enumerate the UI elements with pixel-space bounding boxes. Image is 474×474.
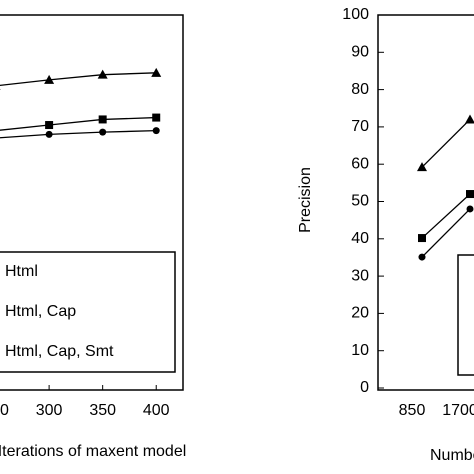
series-line: [0, 129, 157, 139]
y-tick-label: 40: [351, 230, 369, 247]
marker: [466, 190, 474, 199]
y-tick-label: 80: [351, 81, 369, 98]
series-line: [421, 118, 471, 168]
y-tick-label: 70: [351, 118, 369, 135]
x-tick-label: 350: [89, 402, 116, 419]
legend-box: [0, 251, 176, 373]
marker: [99, 128, 107, 136]
marker: [152, 127, 160, 135]
marker: [45, 121, 54, 130]
legend-label: Html: [5, 263, 38, 280]
x-tick-label: 250: [0, 402, 9, 419]
y-tick-label: 20: [351, 305, 369, 322]
y-tick-label: 50: [351, 193, 369, 210]
x-tick-label: 400: [143, 402, 170, 419]
legend-box: [457, 254, 474, 376]
marker: [0, 88, 1, 90]
x-axis-label: Number: [430, 447, 474, 464]
marker: [152, 113, 161, 122]
y-tick-label: 100: [342, 6, 369, 23]
marker: [98, 115, 107, 124]
legend-label: Html, Cap: [5, 303, 76, 320]
marker: [417, 162, 427, 172]
x-tick-label: 300: [36, 402, 63, 419]
marker: [97, 69, 108, 79]
plot-frame: [0, 14, 184, 391]
legend-label: Html, Cap, Smt: [5, 343, 114, 360]
plot-frame: [377, 14, 474, 391]
marker: [151, 67, 162, 77]
x-axis-label: Iterations of maxent model: [0, 443, 186, 460]
x-tick-label: 1700: [442, 402, 474, 419]
y-tick-label: 10: [351, 342, 369, 359]
series-line: [421, 193, 471, 239]
marker: [44, 74, 55, 84]
y-axis-label: Precision: [297, 167, 314, 233]
marker: [465, 114, 474, 124]
marker: [418, 253, 426, 261]
y-tick-label: 90: [351, 44, 369, 61]
x-tick-label: 850: [399, 402, 426, 419]
marker: [418, 234, 426, 243]
marker: [466, 205, 474, 213]
y-tick-label: 30: [351, 267, 369, 284]
series-line: [0, 72, 157, 87]
y-tick-label: 60: [351, 155, 369, 172]
series-line: [421, 208, 471, 258]
y-tick-label: 0: [360, 379, 369, 396]
series-line: [0, 116, 157, 131]
marker: [45, 130, 53, 138]
